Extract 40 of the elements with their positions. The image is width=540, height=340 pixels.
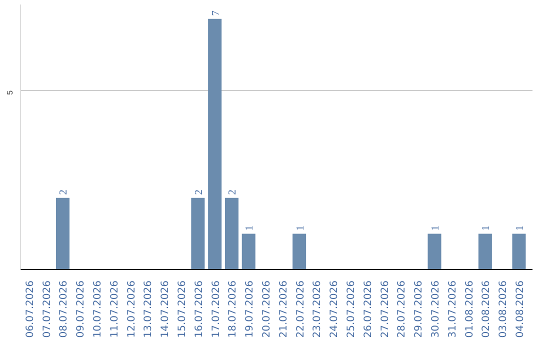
x-tick-label: 20.07.2026 xyxy=(262,280,273,338)
x-tick-label: 27.07.2026 xyxy=(380,280,391,338)
x-tick-label: 10.07.2026 xyxy=(92,280,104,338)
x-tick-label: 28.07.2026 xyxy=(396,280,408,338)
x-tick-label: 29.07.2026 xyxy=(414,280,425,338)
x-tick-label: 12.07.2026 xyxy=(126,280,138,338)
data-label: 1 xyxy=(295,225,306,231)
x-tick-label: 23.07.2026 xyxy=(312,280,324,338)
y-tick-label: 5 xyxy=(6,90,14,95)
x-tick-label: 17.07.2026 xyxy=(210,280,222,338)
x-tick-label: 09.07.2026 xyxy=(76,280,87,338)
data-label: 2 xyxy=(228,190,239,195)
x-tick-label: 16.07.2026 xyxy=(194,280,205,338)
x-tick-label: 06.07.2026 xyxy=(24,280,36,338)
x-tick-label: 13.07.2026 xyxy=(143,280,154,338)
x-tick-label: 08.07.2026 xyxy=(58,280,70,338)
data-label: 1 xyxy=(481,225,492,231)
x-tick-label: 11.07.2026 xyxy=(109,280,120,338)
data-label: 2 xyxy=(194,190,205,195)
x-tick-label: 24.07.2026 xyxy=(329,280,340,338)
x-tick-label: 22.07.2026 xyxy=(295,280,306,338)
x-tick-label: 25.07.2026 xyxy=(346,280,358,338)
x-tick-label: 04.08.2026 xyxy=(514,280,526,338)
x-tick-label: 02.08.2026 xyxy=(481,280,492,338)
x-tick-label: 31.07.2026 xyxy=(447,280,458,338)
x-tick-label: 07.07.2026 xyxy=(42,280,53,338)
data-label: 7 xyxy=(210,10,222,16)
x-tick-label: 18.07.2026 xyxy=(228,280,239,338)
data-label: 1 xyxy=(244,225,256,231)
x-tick-label: 03.08.2026 xyxy=(498,280,510,338)
data-label: 1 xyxy=(430,225,442,231)
data-label: 1 xyxy=(514,225,526,231)
x-tick-label: 19.07.2026 xyxy=(244,280,256,338)
x-tick-label: 15.07.2026 xyxy=(177,280,188,338)
x-tick-label: 30.07.2026 xyxy=(430,280,442,338)
x-tick-label: 14.07.2026 xyxy=(160,280,172,338)
x-tick-label: 26.07.2026 xyxy=(362,280,374,338)
data-label: 2 xyxy=(58,190,70,195)
x-tick-label: 01.08.2026 xyxy=(464,280,476,338)
x-tick-label: 21.07.2026 xyxy=(278,280,290,338)
